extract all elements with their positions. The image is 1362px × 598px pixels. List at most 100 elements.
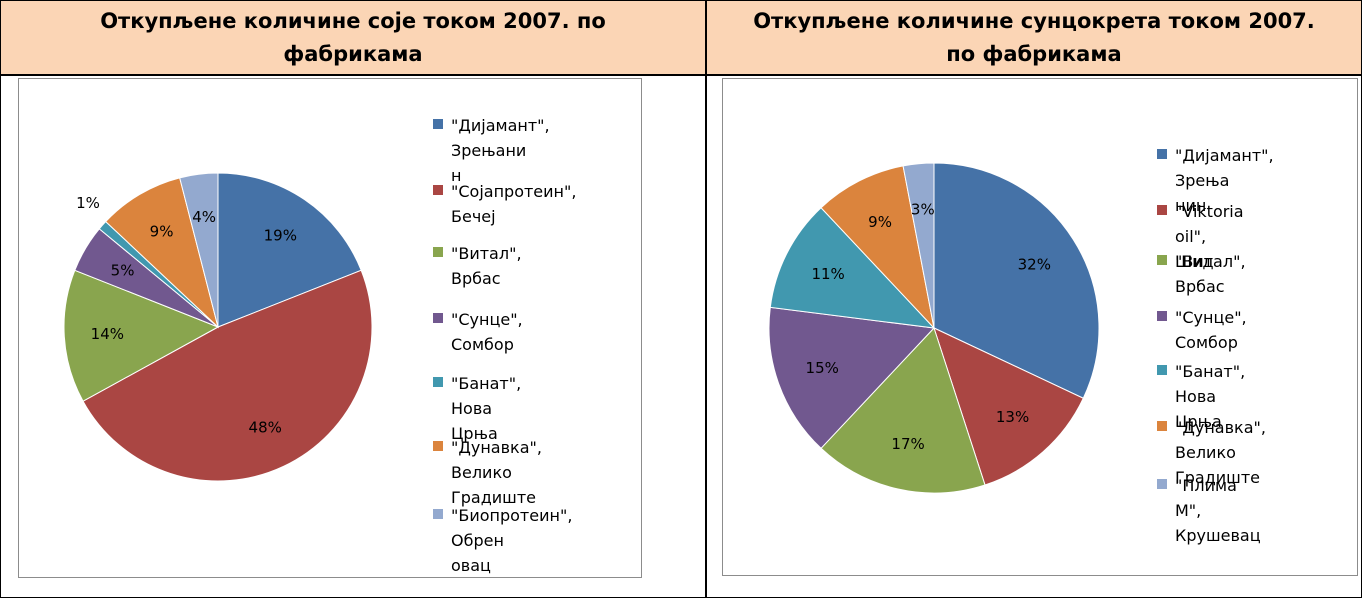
legend-label-line: нин [1175, 196, 1207, 215]
pie-data-label-7: 3% [911, 201, 935, 219]
pie-slice-7 [179, 172, 219, 328]
pie-slice-1 [217, 172, 362, 328]
pie-data-label-1: 32% [1018, 255, 1051, 273]
chart-title-sunflower-line-1: Откупљене количине сунцокрета током 2007… [753, 8, 1315, 33]
legend-swatch [433, 509, 443, 519]
pie-data-label-1: 19% [264, 226, 297, 244]
legend-label-line: "Viktoria oil", Шид [1175, 202, 1244, 271]
legend-label-line: "Банат", Нова Црња [451, 374, 522, 443]
legend-label-line: "Биопротеин", Обрен [451, 506, 573, 550]
pie-data-label-2: 48% [249, 418, 282, 436]
pie-slice-4 [768, 306, 936, 449]
pie-slice-7 [902, 162, 935, 329]
legend-label-line: Градиште [451, 488, 536, 507]
pie-data-label-6: 9% [150, 223, 174, 241]
legend-label: "Сунце", Сомбор [451, 307, 523, 357]
legend-label: "Банат", Нова Црња [451, 371, 521, 446]
legend-item-3: "Витал", Врбас [433, 241, 522, 291]
legend-label-line: "Дунавка", Велико [451, 438, 542, 482]
legend-swatch [433, 377, 443, 387]
legend-item-7: "Биопротеин", Обрен овац [433, 503, 572, 578]
legend-label-line: "Сојапротеин", Бечеј [451, 182, 577, 226]
legend-label-line: "Витал", Врбас [1175, 252, 1246, 296]
pie-slice-1 [933, 162, 1100, 399]
legend-label-line: н [451, 166, 462, 185]
pie-slice-2 [82, 269, 373, 482]
legend-label-line: М", Крушевац [1175, 501, 1261, 545]
legend-label-line: "Сунце", Сомбор [1175, 308, 1247, 352]
chart-title-soy: Откупљене количине соје током 2007. по ф… [1, 1, 705, 76]
legend-label: "Плима М", Крушевац [1175, 473, 1261, 548]
legend-label-line: Црња [1175, 412, 1222, 431]
pie-data-label-7: 4% [192, 208, 216, 226]
pie-slice-6 [105, 177, 219, 329]
legend-swatch [1157, 311, 1167, 321]
legend-label: "Сојапротеин", Бечеј [451, 179, 576, 229]
pie-slice-6 [820, 165, 935, 330]
legend-item-1: "Дијамант", Зрењани н [433, 113, 550, 188]
legend-label-line: Градиште [1175, 468, 1260, 487]
legend-label-line: "Дунавка", Велико [1175, 418, 1266, 462]
sunflower-chart-area: 32% 13% 17% 15% 11% 9% 3% "Дијамант", Зрења нин… [722, 78, 1358, 576]
legend-label: "Биопротеин", Обрен овац [451, 503, 572, 578]
legend-label-line: овац [451, 556, 491, 575]
legend-label: "Витал", Врбас [451, 241, 522, 291]
legend-swatch [1157, 255, 1167, 265]
legend-swatch [1157, 479, 1167, 489]
legend-item-4: "Сунце", Сомбор [1157, 305, 1247, 355]
legend-swatch [1157, 421, 1167, 431]
legend-label-line: "Дијамант", Зрења [1175, 146, 1274, 190]
chart-title-soy-line-1: Откупљене количине соје током 2007. по [100, 8, 606, 33]
chart-title-soy-line-2: фабрикама [283, 41, 423, 66]
legend-label-line: "Банат", Нова [1175, 362, 1246, 406]
legend-item-4: "Сунце", Сомбор [433, 307, 523, 357]
pie-slice-5 [769, 207, 936, 329]
sunflower-pie-chart: 32% 13% 17% 15% 11% 9% 3% [768, 162, 1100, 494]
legend-label: "Дунавка", Велико Градиште [1175, 415, 1266, 490]
legend-item-2: "Сојапротеин", Бечеј [433, 179, 576, 229]
pie-slice-3 [820, 327, 986, 494]
legend-item-7: "Плима М", Крушевац [1157, 473, 1261, 548]
pie-data-label-4: 5% [111, 262, 135, 280]
chart-title-sunflower: Откупљене количине сунцокрета током 2007… [707, 1, 1361, 76]
chart-title-sunflower-line-2: по фабрикама [946, 41, 1122, 66]
legend-swatch [1157, 365, 1167, 375]
legend-label: "Дијамант", Зрењани н [451, 113, 550, 188]
legend-swatch [1157, 149, 1167, 159]
legend-swatch [433, 313, 443, 323]
legend-swatch [433, 119, 443, 129]
legend-item-3: "Витал", Врбас [1157, 249, 1246, 299]
legend-label: "Дунавка", Велико Градиште [451, 435, 542, 510]
legend-swatch [433, 441, 443, 451]
soy-pie-chart: 19% 48% 14% 5% 1% 9% 4% [63, 172, 373, 482]
pie-data-label-5: 11% [811, 265, 844, 283]
legend-item-6: "Дунавка", Велико Градиште [1157, 415, 1266, 490]
column-divider [705, 0, 707, 598]
soy-chart-area: 19% 48% 14% 5% 1% 9% 4% "Дијамант", Зрењани н "С… [18, 78, 642, 578]
pie-slice-3 [63, 269, 220, 402]
pie-data-label-6: 9% [868, 213, 892, 231]
legend-label-line: "Плима [1175, 476, 1237, 495]
legend-label: "Дијамант", Зрења нин [1175, 143, 1274, 218]
pie-data-label-2: 13% [996, 408, 1029, 426]
pie-slice-2 [933, 327, 1084, 486]
legend-swatch [433, 247, 443, 257]
pie-data-label-5: 1% [76, 194, 100, 212]
legend-item-1: "Дијамант", Зрења нин [1157, 143, 1274, 218]
legend-label-line: "Сунце", Сомбор [451, 310, 523, 354]
legend-item-5: "Банат", Нова Црња [1157, 359, 1245, 434]
legend-item-5: "Банат", Нова Црња [433, 371, 521, 446]
legend-label: "Банат", Нова Црња [1175, 359, 1245, 434]
pie-data-label-3: 14% [91, 325, 124, 343]
legend-swatch [1157, 205, 1167, 215]
legend-swatch [433, 185, 443, 195]
legend-label: "Витал", Врбас [1175, 249, 1246, 299]
legend-item-6: "Дунавка", Велико Градиште [433, 435, 542, 510]
legend-item-2: "Viktoria oil", Шид [1157, 199, 1244, 274]
legend-label: "Viktoria oil", Шид [1175, 199, 1244, 274]
pie-data-label-3: 17% [891, 435, 924, 453]
pie-data-label-4: 15% [806, 359, 839, 377]
legend-label: "Сунце", Сомбор [1175, 305, 1247, 355]
legend-label-line: "Витал", Врбас [451, 244, 522, 288]
legend-label-line: "Дијамант", Зрењани [451, 116, 550, 160]
